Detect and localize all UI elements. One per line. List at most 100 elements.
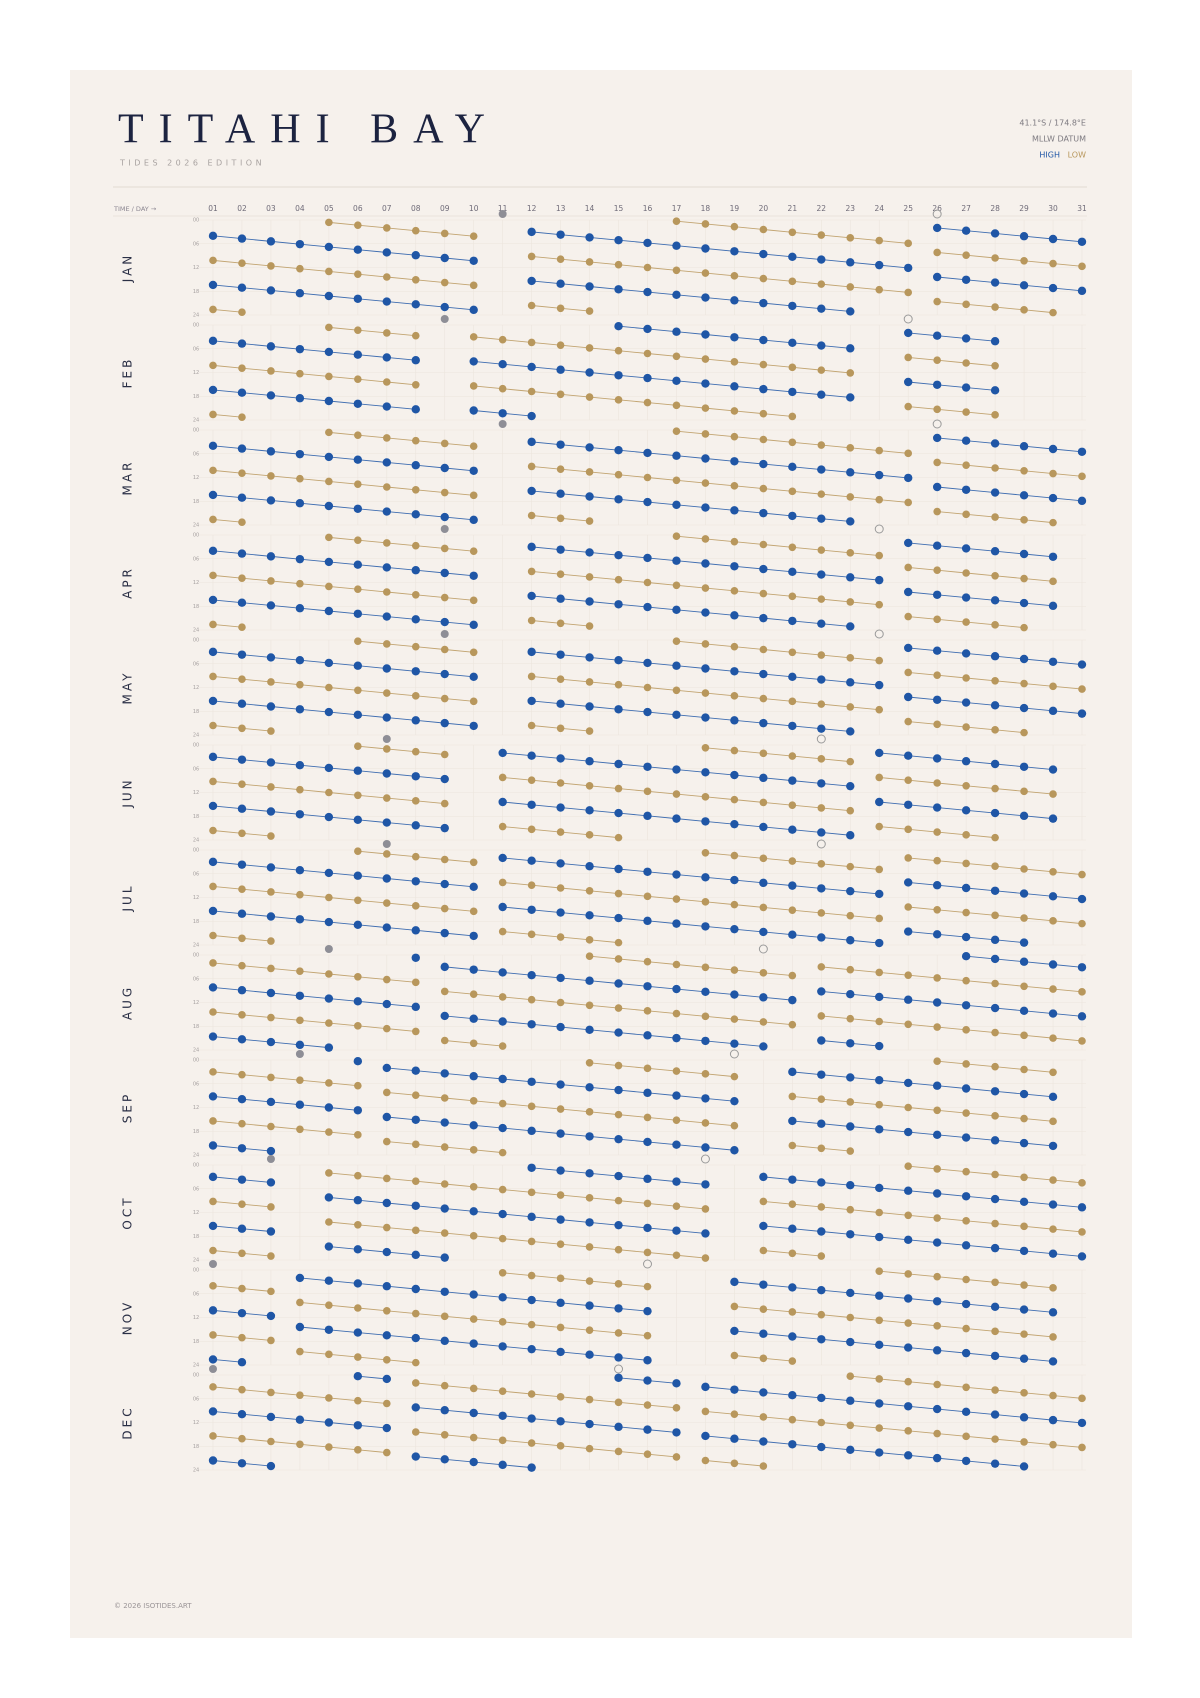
tide-dot [469, 491, 478, 500]
tide-dot [585, 344, 594, 352]
tide-dot [556, 255, 565, 263]
tide-dot [672, 686, 681, 695]
tide-dot [353, 504, 363, 513]
tide-dot [208, 595, 218, 605]
tide-dot [208, 647, 218, 657]
tide-dot [296, 785, 304, 794]
tide-dot [962, 359, 970, 367]
tide-dot [1078, 262, 1086, 271]
tide-dot [701, 1229, 710, 1238]
tide-dot [875, 1375, 884, 1383]
tide-dot [933, 405, 941, 414]
tide-dot [933, 1106, 941, 1115]
tide-dot [730, 819, 739, 829]
tide-dot [614, 1196, 623, 1205]
tide-dot [469, 1384, 478, 1393]
tide-dot [266, 1178, 276, 1187]
tide-dot [1078, 1228, 1086, 1236]
tide-dot [585, 573, 594, 581]
moon-filled [440, 315, 449, 323]
tide-dot [1019, 1305, 1029, 1314]
tide-dot [990, 759, 1000, 769]
tide-dot [875, 1340, 884, 1350]
tide-dot [411, 1140, 420, 1149]
tide-line [734, 1281, 1054, 1313]
tide-dot [701, 559, 710, 568]
tide-dot [1019, 549, 1029, 559]
tide-dot [383, 483, 391, 491]
tide-line [473, 360, 851, 398]
tide-dot [672, 1177, 681, 1186]
tide-dot [614, 808, 623, 818]
tide-dot [904, 1451, 913, 1460]
tide-dot [585, 1395, 594, 1404]
tide-dot [962, 908, 970, 917]
tide-dot [817, 619, 826, 628]
tide-dot [904, 878, 913, 887]
tide-line [212, 494, 474, 521]
tide-dot [238, 1385, 246, 1394]
tide-dot [440, 1143, 449, 1151]
tide-dot [383, 745, 391, 753]
tide-dot [527, 227, 536, 237]
tide-dot [440, 512, 449, 522]
tide-dot [932, 1453, 942, 1463]
tide-dot [701, 664, 710, 673]
tide-dot [961, 544, 971, 553]
tide-dot [672, 427, 681, 435]
tide-dot [990, 547, 1000, 556]
tide-line [212, 910, 474, 937]
tide-dot [267, 1336, 275, 1345]
tide-dot [759, 409, 768, 418]
tide-dot [266, 912, 276, 921]
tide-dot [875, 748, 884, 758]
moon-filled [498, 210, 507, 218]
tide-dot [267, 832, 275, 840]
tide-dot [527, 930, 536, 939]
tide-line [792, 1095, 1054, 1122]
tide-dot [324, 347, 334, 357]
tide-dot [556, 699, 565, 708]
tide-dot [296, 680, 304, 689]
tide-dot [527, 856, 536, 865]
tide-dot [817, 546, 826, 554]
tide-dot [585, 1132, 594, 1141]
tide-dot [411, 1333, 420, 1343]
tide-dot [354, 431, 362, 439]
tide-dot [817, 987, 826, 996]
y-tick-label: 24 [193, 838, 199, 844]
tide-dot [411, 1250, 420, 1260]
tide-dot [990, 1410, 1000, 1419]
tide-dot [643, 811, 652, 821]
tide-dot [990, 1243, 1000, 1253]
tide-dot [1077, 1252, 1087, 1261]
tide-dot [759, 1280, 768, 1289]
tide-dot [643, 349, 652, 358]
tide-dot [295, 760, 305, 770]
tide-dot [788, 387, 797, 397]
tide-dot [237, 1035, 247, 1044]
tide-dot [411, 1428, 420, 1436]
tide-dot [904, 239, 912, 248]
tide-line [212, 1359, 243, 1363]
tide-dot [788, 672, 797, 682]
tide-line [212, 987, 416, 1008]
tide-dot [701, 479, 710, 487]
tide-dot [817, 570, 826, 579]
moon-open [932, 209, 942, 219]
tide-dot [238, 885, 246, 893]
tide-dot [730, 296, 739, 305]
tide-dot [266, 1037, 276, 1047]
month-label: MAR [121, 460, 135, 496]
tide-dot [788, 721, 797, 731]
tide-dot [238, 413, 246, 422]
tide-dot [672, 1379, 681, 1388]
tide-dot [701, 873, 710, 882]
tide-dot [846, 911, 855, 920]
tide-dot [498, 384, 507, 393]
tide-dot [353, 920, 363, 930]
tide-dot [498, 1436, 507, 1445]
tide-dot [759, 335, 768, 345]
tide-dot [990, 439, 1000, 448]
